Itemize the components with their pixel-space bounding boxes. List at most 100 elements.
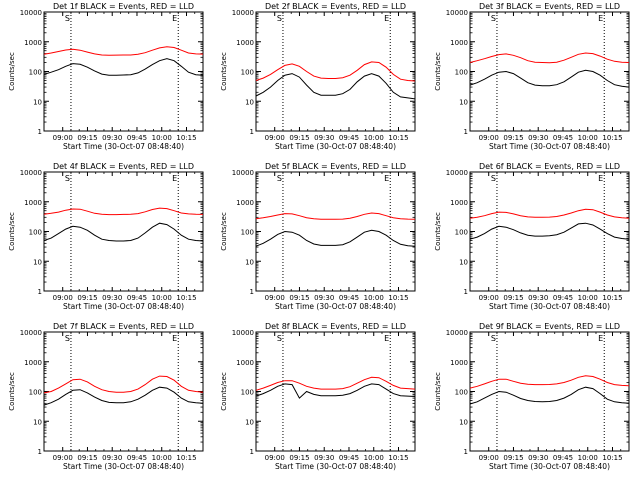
time-marker-label: E (598, 334, 603, 343)
plot-frame (469, 331, 630, 452)
x-tick-label: 09:30 (314, 134, 334, 142)
panel-det-3: Det 3f BLACK = Events, RED = LLD 1 10 100 10… (434, 2, 630, 151)
panel-title: Det 3f BLACK = Events, RED = LLD (479, 2, 620, 11)
panel-title: Det 2f BLACK = Events, RED = LLD (265, 2, 406, 11)
panel-title: Det 9f BLACK = Events, RED = LLD (479, 322, 620, 331)
x-tick-label: 09:45 (339, 134, 359, 142)
x-tick-label: 09:00 (265, 294, 285, 302)
time-marker-label: E (384, 174, 389, 183)
y-axis-label: Counts/sec (434, 52, 442, 91)
x-axis-label: Start Time (30-Oct-07 08:48:40) (275, 142, 396, 151)
x-tick-label: 09:00 (479, 294, 499, 302)
plot-frame (43, 171, 204, 292)
x-tick-label: 09:45 (553, 294, 573, 302)
x-axis-label: Start Time (30-Oct-07 08:48:40) (63, 462, 184, 471)
panel-det-2: Det 2f BLACK = Events, RED = LLD 1 10 100 10… (220, 2, 416, 151)
panel-det-4: Det 4f BLACK = Events, RED = LLD 1 10 100 10… (8, 162, 204, 311)
x-tick-label: 10:00 (152, 454, 172, 462)
panel-det-1: Det 1f BLACK = Events, RED = LLD 1 10 100 10… (8, 2, 204, 151)
time-marker-label: S (277, 334, 282, 343)
panel-det-5: Det 5f BLACK = Events, RED = LLD 1 10 100 10… (220, 162, 416, 311)
x-tick-label: 09:45 (127, 134, 147, 142)
series-events-line (255, 383, 416, 399)
panel-title: Det 4f BLACK = Events, RED = LLD (53, 162, 194, 171)
time-marker-label: S (277, 174, 282, 183)
y-tick-label: 1000 (24, 39, 42, 47)
x-tick-label: 09:45 (553, 134, 573, 142)
series-events-line (255, 73, 416, 100)
y-tick-label: 1000 (450, 199, 468, 207)
series-events-line (43, 222, 204, 242)
time-marker-label: E (172, 334, 177, 343)
plot-frame (469, 11, 630, 132)
x-axis-label: Start Time (30-Oct-07 08:48:40) (63, 142, 184, 151)
x-tick-label: 09:45 (127, 294, 147, 302)
y-tick-label: 10 (33, 258, 42, 266)
panel-title: Det 6f BLACK = Events, RED = LLD (479, 162, 620, 171)
x-axis-label: Start Time (30-Oct-07 08:48:40) (275, 462, 396, 471)
x-tick-label: 09:30 (102, 134, 122, 142)
y-tick-label: 1000 (236, 39, 254, 47)
x-tick-label: 10:15 (388, 134, 408, 142)
x-tick-label: 09:45 (127, 454, 147, 462)
series-events-line (255, 229, 416, 247)
x-tick-label: 10:15 (602, 294, 622, 302)
y-tick-label: 1 (464, 288, 468, 296)
series-lld-line (43, 375, 204, 394)
x-tick-label: 10:00 (578, 134, 598, 142)
series-lld-line (255, 212, 416, 220)
y-tick-label: 10 (33, 418, 42, 426)
x-axis-label: Start Time (30-Oct-07 08:48:40) (275, 302, 396, 311)
panel-title: Det 5f BLACK = Events, RED = LLD (265, 162, 406, 171)
y-tick-label: 10 (459, 418, 468, 426)
y-axis-label: Counts/sec (220, 372, 228, 411)
y-tick-label: 10 (459, 258, 468, 266)
x-tick-label: 09:15 (503, 134, 523, 142)
time-marker-label: S (491, 174, 496, 183)
x-tick-label: 10:15 (176, 134, 196, 142)
x-tick-label: 09:00 (265, 134, 285, 142)
x-tick-label: 10:15 (388, 294, 408, 302)
y-tick-label: 10 (245, 418, 254, 426)
series-lld-line (43, 46, 204, 56)
y-tick-label: 100 (455, 229, 468, 237)
y-tick-label: 10 (33, 98, 42, 106)
y-tick-label: 1 (250, 128, 254, 136)
y-axis-label: Counts/sec (8, 212, 16, 251)
series-lld-line (469, 375, 630, 389)
x-axis-label: Start Time (30-Oct-07 08:48:40) (63, 302, 184, 311)
x-tick-label: 09:15 (77, 294, 97, 302)
time-marker-label: S (277, 14, 282, 23)
time-marker-label: E (598, 14, 603, 23)
y-tick-label: 10000 (446, 169, 468, 177)
y-tick-label: 1 (250, 288, 254, 296)
time-marker-label: E (384, 334, 389, 343)
y-tick-label: 10 (245, 258, 254, 266)
y-tick-label: 1000 (24, 199, 42, 207)
x-tick-label: 09:30 (102, 294, 122, 302)
plot-frame (43, 11, 204, 132)
time-marker-label: S (65, 334, 70, 343)
x-tick-label: 09:00 (265, 454, 285, 462)
x-tick-label: 10:00 (364, 294, 384, 302)
time-marker-label: S (491, 14, 496, 23)
series-lld-line (43, 207, 204, 216)
y-tick-label: 100 (455, 389, 468, 397)
x-tick-label: 09:30 (528, 134, 548, 142)
x-tick-label: 10:15 (176, 294, 196, 302)
panel-title: Det 8f BLACK = Events, RED = LLD (265, 322, 406, 331)
x-tick-label: 09:30 (528, 454, 548, 462)
y-tick-label: 100 (29, 69, 42, 77)
y-axis-label: Counts/sec (434, 212, 442, 251)
x-tick-label: 10:00 (578, 294, 598, 302)
y-axis-label: Counts/sec (220, 52, 228, 91)
y-tick-label: 10000 (20, 169, 42, 177)
series-lld-line (469, 208, 630, 219)
y-tick-label: 1 (38, 288, 42, 296)
y-axis-label: Counts/sec (434, 372, 442, 411)
x-tick-label: 10:15 (602, 134, 622, 142)
y-tick-label: 100 (29, 389, 42, 397)
series-lld-line (255, 376, 416, 391)
x-tick-label: 09:30 (314, 454, 334, 462)
y-tick-label: 10000 (446, 9, 468, 17)
